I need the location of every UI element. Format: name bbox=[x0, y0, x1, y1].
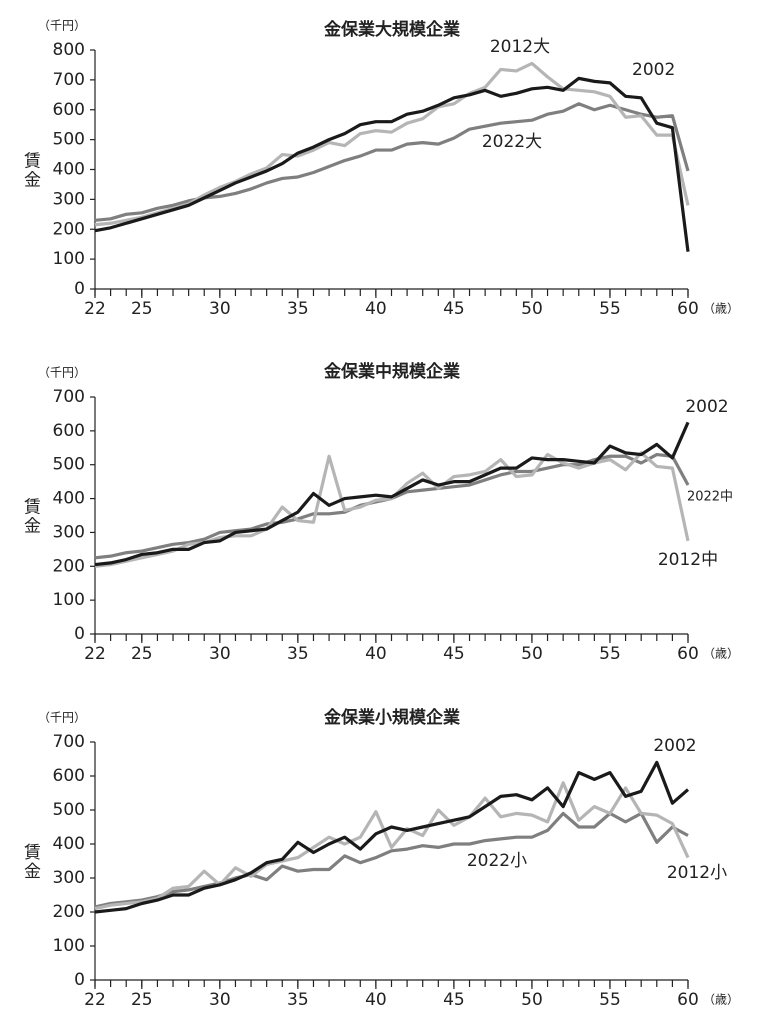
x-unit: （歳） bbox=[703, 647, 739, 661]
y-tick-label: 0 bbox=[74, 970, 85, 990]
y-tick-label: 500 bbox=[53, 455, 85, 475]
x-tick-label: 50 bbox=[521, 990, 543, 1010]
series-line bbox=[94, 781, 690, 911]
y-tick-label: 600 bbox=[53, 421, 85, 441]
x-tick-label: 35 bbox=[287, 644, 309, 664]
y-tick-label: 0 bbox=[74, 624, 85, 644]
series-line bbox=[94, 76, 690, 252]
x-unit: （歳） bbox=[703, 302, 739, 316]
y-tick-label: 500 bbox=[53, 800, 85, 820]
x-tick-label: 55 bbox=[599, 644, 621, 664]
y-tick-label: 400 bbox=[53, 834, 85, 854]
x-tick-label: 60 bbox=[677, 299, 699, 319]
y-tick-label: 700 bbox=[53, 732, 85, 752]
x-tick-label: 35 bbox=[287, 990, 309, 1010]
y-tick-label: 700 bbox=[53, 387, 85, 407]
y-tick-label: 200 bbox=[53, 902, 85, 922]
y-tick-label: 700 bbox=[53, 70, 85, 90]
x-tick-label: 25 bbox=[131, 299, 153, 319]
series-line bbox=[94, 421, 690, 567]
x-tick-label: 30 bbox=[209, 990, 231, 1010]
y-axis-label: 賃金 bbox=[20, 497, 41, 535]
y-tick-label: 400 bbox=[53, 160, 85, 180]
series-label: 2012小 bbox=[667, 863, 727, 883]
x-tick-label: 25 bbox=[131, 990, 153, 1010]
series-label: 2022小 bbox=[467, 851, 527, 871]
x-tick-label: 25 bbox=[131, 644, 153, 664]
x-tick-label: 60 bbox=[677, 644, 699, 664]
series-line bbox=[94, 452, 690, 560]
x-tick-label: 30 bbox=[209, 299, 231, 319]
series-label: 2002 bbox=[685, 397, 728, 417]
x-tick-label: 45 bbox=[443, 990, 465, 1010]
y-tick-label: 300 bbox=[53, 189, 85, 209]
y-tick-label: 300 bbox=[53, 868, 85, 888]
y-tick-label: 200 bbox=[53, 556, 85, 576]
y-tick-label: 800 bbox=[53, 40, 85, 60]
y-unit: （千円） bbox=[38, 711, 86, 725]
y-tick-label: 0 bbox=[74, 279, 85, 299]
x-tick-label: 22 bbox=[84, 644, 106, 664]
series-line bbox=[94, 451, 690, 568]
y-tick-label: 600 bbox=[53, 100, 85, 120]
y-tick-label: 200 bbox=[53, 219, 85, 239]
series-line bbox=[94, 760, 690, 914]
x-tick-label: 60 bbox=[677, 990, 699, 1010]
y-tick-label: 300 bbox=[53, 522, 85, 542]
x-tick-label: 50 bbox=[521, 299, 543, 319]
y-tick-label: 400 bbox=[53, 489, 85, 509]
x-tick-label: 45 bbox=[443, 299, 465, 319]
chart-title: 金保業中規模企業 bbox=[324, 361, 460, 382]
x-tick-label: 22 bbox=[84, 990, 106, 1010]
x-tick-label: 35 bbox=[287, 299, 309, 319]
y-tick-label: 600 bbox=[53, 766, 85, 786]
x-tick-label: 55 bbox=[599, 299, 621, 319]
series-line bbox=[94, 61, 690, 227]
x-tick-label: 50 bbox=[521, 644, 543, 664]
y-axis-label: 賃金 bbox=[20, 843, 41, 881]
y-unit: （千円） bbox=[38, 19, 86, 33]
series-line bbox=[94, 811, 689, 909]
series-label: 2002 bbox=[632, 60, 675, 80]
y-unit: （千円） bbox=[38, 366, 86, 380]
series-label: 2012大 bbox=[490, 37, 550, 57]
y-axis-label: 賃金 bbox=[20, 151, 41, 189]
x-tick-label: 40 bbox=[365, 299, 387, 319]
series-label: 2022中 bbox=[687, 490, 733, 505]
y-tick-label: 100 bbox=[53, 590, 85, 610]
y-tick-label: 500 bbox=[53, 130, 85, 150]
x-tick-label: 40 bbox=[365, 990, 387, 1010]
x-unit: （歳） bbox=[703, 993, 739, 1007]
chart-title: 金保業小規模企業 bbox=[324, 707, 460, 728]
series-label: 2002 bbox=[653, 736, 696, 756]
x-tick-label: 45 bbox=[443, 644, 465, 664]
x-tick-label: 22 bbox=[84, 299, 106, 319]
x-tick-label: 40 bbox=[365, 644, 387, 664]
x-tick-label: 30 bbox=[209, 644, 231, 664]
chart-title: 金保業大規模企業 bbox=[324, 19, 460, 40]
y-tick-label: 100 bbox=[53, 936, 85, 956]
series-label: 2022大 bbox=[482, 132, 542, 152]
x-tick-label: 55 bbox=[599, 990, 621, 1010]
y-tick-label: 100 bbox=[53, 249, 85, 269]
series-label: 2012中 bbox=[658, 550, 718, 570]
